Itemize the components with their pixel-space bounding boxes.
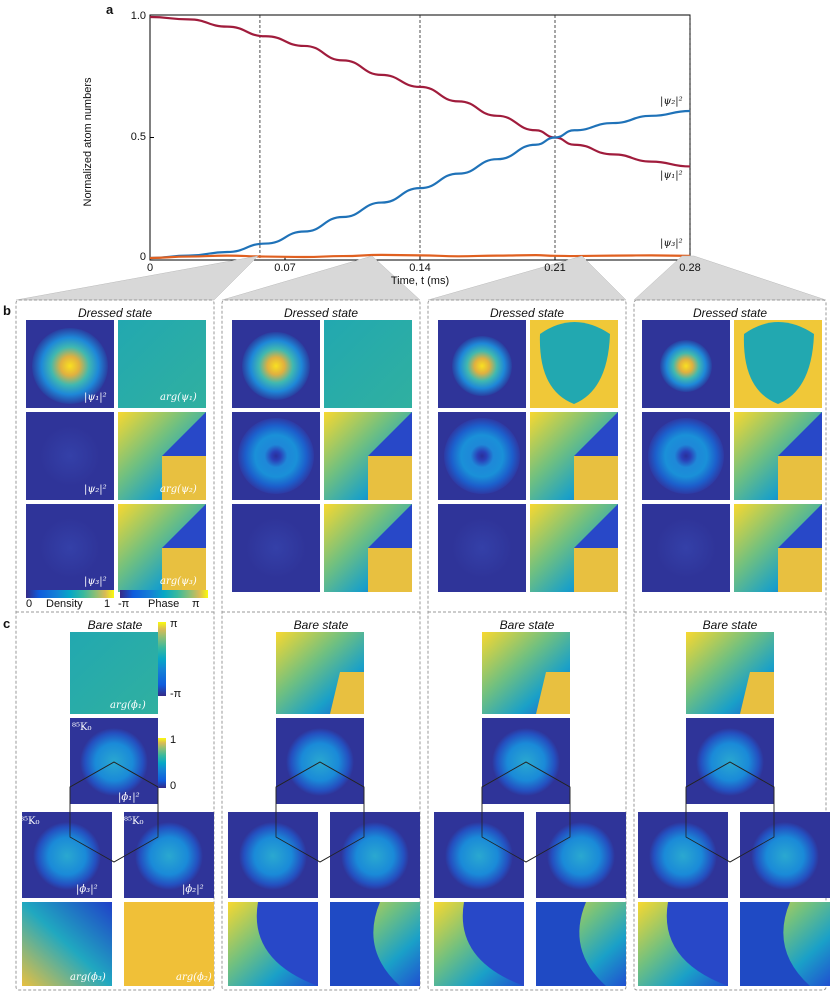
inset-psi3-density: |ψ₃|² xyxy=(84,576,107,587)
series-line-1 xyxy=(149,109,691,260)
density-colorbar xyxy=(26,590,114,598)
dressed-title-1: Dressed state xyxy=(77,306,153,320)
inset-psi2-phase: arg(ψ₂) xyxy=(160,484,197,495)
dressed-title-2: Dressed state xyxy=(283,306,359,320)
bare-density-cb-min: 0 xyxy=(170,780,177,792)
y-tick-label-2: 1.0 xyxy=(130,10,146,22)
dressed-col4-row1 xyxy=(642,320,822,408)
series-line-0 xyxy=(149,15,691,168)
bare-col4 xyxy=(638,632,830,986)
dressed-title-3: Dressed state xyxy=(489,306,565,320)
density-cb-max: 1 xyxy=(104,598,111,610)
phase-cb-max: π xyxy=(192,598,200,610)
y-axis-label: Normalized atom numbers xyxy=(82,77,94,207)
bare-title-2: Bare state xyxy=(293,618,349,632)
bare-title-4: Bare state xyxy=(702,618,758,632)
panel-c-bare-state-grid xyxy=(22,632,830,986)
dressed-col3-row1 xyxy=(438,320,618,408)
bare-density-colorbar xyxy=(158,738,166,788)
density-cb-label: Density xyxy=(46,598,83,610)
bare-title-1: Bare state xyxy=(87,618,143,632)
inset-phi1-phase: arg(ϕ₁) xyxy=(110,700,146,711)
panel-b-letter: b xyxy=(3,303,11,318)
psi3-curve-label: |ψ₃|² xyxy=(660,238,683,249)
dressed-col1-row2 xyxy=(26,412,206,500)
x-tick-label-0: 0 xyxy=(146,262,154,274)
dressed-col3-row2 xyxy=(438,412,618,500)
dressed-col4-row3 xyxy=(642,504,822,592)
inset-psi2-density: |ψ₂|² xyxy=(84,484,107,495)
y-tick-label-0: 0 xyxy=(139,251,146,263)
bare-density-cb-max: 1 xyxy=(170,734,177,746)
x-tick-label-3: 0.21 xyxy=(544,262,566,274)
y-tick-label-1: 0.5 xyxy=(130,130,146,143)
panel-a-letter: a xyxy=(106,2,114,17)
psi2-curve-label: |ψ₂|² xyxy=(660,96,683,107)
phase-cb-label: Phase xyxy=(148,598,180,610)
inset-phi3-density: |ϕ₃|² xyxy=(76,884,98,895)
bare-col2 xyxy=(228,632,420,986)
isotope-tag-top: ⁸⁵K₀ xyxy=(72,722,92,733)
column-frames xyxy=(15,299,827,991)
dressed-col2-row3 xyxy=(232,504,412,592)
zoom-connectors xyxy=(15,255,827,301)
bare-phase-cb-min: -π xyxy=(170,688,182,700)
dressed-title-4: Dressed state xyxy=(692,306,768,320)
x-tick-label-4: 0.28 xyxy=(679,262,701,274)
bare-phase-colorbar xyxy=(158,622,166,696)
dressed-col1-row1 xyxy=(26,320,206,408)
phase-cb-min: -π xyxy=(118,598,130,610)
inset-psi1-density: |ψ₁|² xyxy=(84,392,107,403)
dressed-col2-row1 xyxy=(232,320,412,408)
x-axis-label: Time, t (ms) xyxy=(390,275,450,287)
psi1-curve-label: |ψ₁|² xyxy=(660,170,683,181)
x-tick-label-1: 0.07 xyxy=(274,262,296,274)
panel-a-line-chart xyxy=(149,14,691,261)
inset-phi3-phase: arg(ϕ₃) xyxy=(70,972,106,983)
phase-colorbar xyxy=(120,590,208,598)
x-tick-label-2: 0.14 xyxy=(409,262,431,274)
isotope-tag-left: ⁸⁵K₀ xyxy=(20,816,40,827)
inset-phi2-density: |ϕ₂|² xyxy=(182,884,204,895)
bare-col3 xyxy=(434,632,626,986)
isotope-tag-right: ⁸⁵K₀ xyxy=(124,816,144,827)
inset-phi2-phase: arg(ϕ₂) xyxy=(176,972,212,983)
panel-c-letter: c xyxy=(3,616,11,631)
dressed-col4-row2 xyxy=(642,412,822,500)
inset-phi1-density: |ϕ₁|² xyxy=(118,792,140,803)
bare-col1 xyxy=(22,632,214,986)
dressed-col2-row2 xyxy=(232,412,412,500)
dressed-col1-row3 xyxy=(26,504,206,592)
dressed-col3-row3 xyxy=(438,504,618,592)
bare-title-3: Bare state xyxy=(499,618,555,632)
series-line-2 xyxy=(149,253,691,260)
density-cb-min: 0 xyxy=(26,598,33,610)
bare-phase-cb-max: π xyxy=(170,618,178,630)
panel-b-dressed-state-grid xyxy=(26,320,822,592)
inset-psi3-phase: arg(ψ₃) xyxy=(160,576,197,587)
inset-psi1-phase: arg(ψ₁) xyxy=(160,392,197,403)
